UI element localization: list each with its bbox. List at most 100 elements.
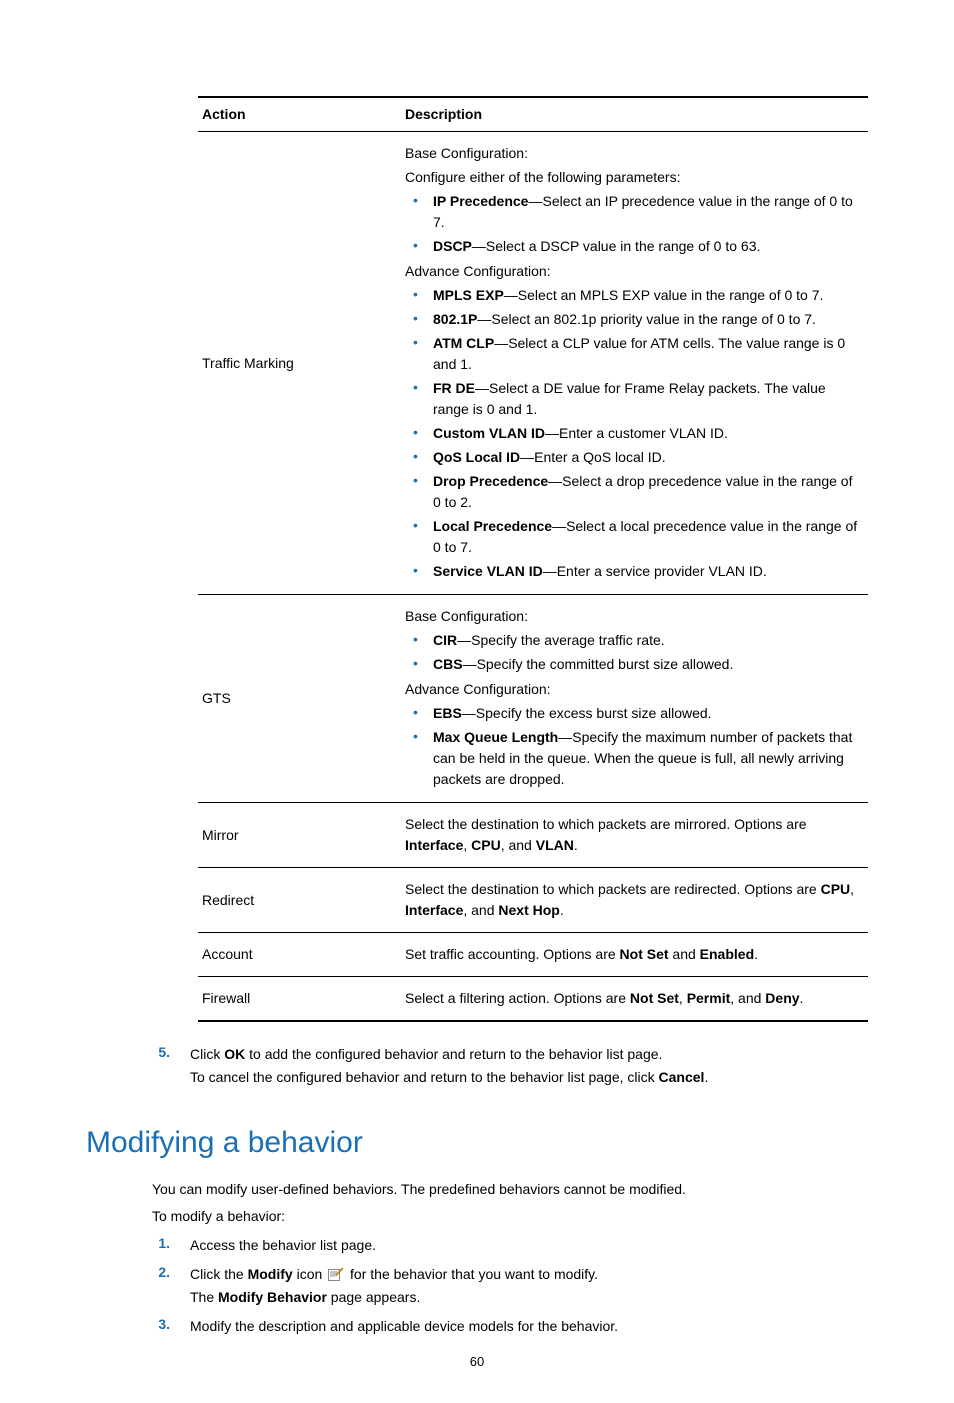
list-item: EBS—Specify the excess burst size allowe… bbox=[423, 703, 862, 724]
item-text: —Specify the excess burst size allowed. bbox=[462, 705, 712, 721]
section-heading: Modifying a behavior bbox=[86, 1120, 868, 1165]
action-redirect: Redirect bbox=[198, 868, 401, 933]
opt: Next Hop bbox=[498, 902, 559, 918]
gts-base-list: CIR—Specify the average traffic rate. CB… bbox=[405, 630, 862, 675]
text: for the behavior that you want to modify… bbox=[350, 1266, 598, 1282]
item-text: —Select a DSCP value in the range of 0 t… bbox=[472, 238, 760, 254]
action-account: Account bbox=[198, 933, 401, 977]
tm-base-label: Base Configuration: bbox=[405, 143, 862, 164]
text: The bbox=[190, 1289, 218, 1305]
col-header-description: Description bbox=[401, 97, 868, 132]
item-text: —Specify the committed burst size allowe… bbox=[463, 656, 734, 672]
text: to add the configured behavior and retur… bbox=[245, 1046, 662, 1062]
tm-base-intro: Configure either of the following parame… bbox=[405, 167, 862, 188]
step-num: 2. bbox=[152, 1262, 170, 1283]
modify-behavior-label: Modify Behavior bbox=[218, 1289, 327, 1305]
table-row: Redirect Select the destination to which… bbox=[198, 868, 868, 933]
text: . bbox=[560, 902, 564, 918]
text: , and bbox=[730, 990, 765, 1006]
text: Click bbox=[190, 1046, 224, 1062]
table-header-row: Action Description bbox=[198, 97, 868, 132]
list-item: 802.1P—Select an 802.1p priority value i… bbox=[423, 309, 862, 330]
item-name: MPLS EXP bbox=[433, 287, 504, 303]
item-name: ATM CLP bbox=[433, 335, 494, 351]
item-name: Custom VLAN ID bbox=[433, 425, 545, 441]
item-text: —Select an MPLS EXP value in the range o… bbox=[504, 287, 824, 303]
step-body: Click the Modify icon for the behavior t… bbox=[190, 1262, 598, 1310]
list-item: CIR—Specify the average traffic rate. bbox=[423, 630, 862, 651]
text: , bbox=[679, 990, 687, 1006]
desc-mirror: Select the destination to which packets … bbox=[401, 803, 868, 868]
opt: Permit bbox=[687, 990, 731, 1006]
redirect-text: Select the destination to which packets … bbox=[405, 879, 862, 921]
modify-label: Modify bbox=[248, 1266, 293, 1282]
step-body: Access the behavior list page. bbox=[190, 1233, 376, 1258]
item-name: CBS bbox=[433, 656, 463, 672]
action-mirror: Mirror bbox=[198, 803, 401, 868]
opt: Interface bbox=[405, 902, 463, 918]
item-name: EBS bbox=[433, 705, 462, 721]
item-name: Local Precedence bbox=[433, 518, 552, 534]
opt: CPU bbox=[471, 837, 501, 853]
item-text: —Select an 802.1p priority value in the … bbox=[477, 311, 816, 327]
list-item: Local Precedence—Select a local preceden… bbox=[423, 516, 862, 558]
text: . bbox=[574, 837, 578, 853]
list-item: QoS Local ID—Enter a QoS local ID. bbox=[423, 447, 862, 468]
text: , and bbox=[463, 902, 498, 918]
col-header-action: Action bbox=[198, 97, 401, 132]
opt: Not Set bbox=[630, 990, 679, 1006]
desc-redirect: Select the destination to which packets … bbox=[401, 868, 868, 933]
item-name: DSCP bbox=[433, 238, 472, 254]
list-item: MPLS EXP—Select an MPLS EXP value in the… bbox=[423, 285, 862, 306]
desc-account: Set traffic accounting. Options are Not … bbox=[401, 933, 868, 977]
text: , and bbox=[501, 837, 536, 853]
item-name: Max Queue Length bbox=[433, 729, 558, 745]
cancel-label: Cancel bbox=[659, 1069, 705, 1085]
list-item: FR DE—Select a DE value for Frame Relay … bbox=[423, 378, 862, 420]
opt: VLAN bbox=[536, 837, 574, 853]
tm-base-list: IP Precedence—Select an IP precedence va… bbox=[405, 191, 862, 257]
action-firewall: Firewall bbox=[198, 977, 401, 1022]
section-intro: You can modify user-defined behaviors. T… bbox=[152, 1179, 868, 1227]
item-text: —Enter a QoS local ID. bbox=[520, 449, 666, 465]
opt: CPU bbox=[821, 881, 851, 897]
table-row: Account Set traffic accounting. Options … bbox=[198, 933, 868, 977]
table-row: Firewall Select a filtering action. Opti… bbox=[198, 977, 868, 1022]
opt: Interface bbox=[405, 837, 463, 853]
opt: Deny bbox=[765, 990, 799, 1006]
mirror-text: Select the destination to which packets … bbox=[405, 814, 862, 856]
text: Select the destination to which packets … bbox=[405, 816, 807, 832]
text: , bbox=[850, 881, 854, 897]
tm-adv-list: MPLS EXP—Select an MPLS EXP value in the… bbox=[405, 285, 862, 582]
item-text: —Enter a customer VLAN ID. bbox=[545, 425, 728, 441]
table-row: Mirror Select the destination to which p… bbox=[198, 803, 868, 868]
modify-steps: 1. Access the behavior list page. 2. Cli… bbox=[152, 1233, 868, 1339]
page: Action Description Traffic Marking Base … bbox=[0, 0, 954, 1403]
text: Modify the description and applicable de… bbox=[190, 1316, 618, 1337]
section-p1: You can modify user-defined behaviors. T… bbox=[152, 1179, 868, 1200]
item-name: QoS Local ID bbox=[433, 449, 520, 465]
list-item: ATM CLP—Select a CLP value for ATM cells… bbox=[423, 333, 862, 375]
list-item: Service VLAN ID—Enter a service provider… bbox=[423, 561, 862, 582]
item-name: 802.1P bbox=[433, 311, 477, 327]
desc-firewall: Select a filtering action. Options are N… bbox=[401, 977, 868, 1022]
table-row: GTS Base Configuration: CIR—Specify the … bbox=[198, 595, 868, 803]
text: and bbox=[669, 946, 700, 962]
step-2: 2. Click the Modify icon for the behavio… bbox=[152, 1262, 868, 1310]
item-text: —Select a CLP value for ATM cells. The v… bbox=[433, 335, 845, 372]
list-item: DSCP—Select a DSCP value in the range of… bbox=[423, 236, 862, 257]
list-item: Custom VLAN ID—Enter a customer VLAN ID. bbox=[423, 423, 862, 444]
page-number: 60 bbox=[0, 1352, 954, 1372]
gts-adv-list: EBS—Specify the excess burst size allowe… bbox=[405, 703, 862, 790]
section-p2: To modify a behavior: bbox=[152, 1206, 868, 1227]
step-num: 1. bbox=[152, 1233, 170, 1254]
step-num: 5. bbox=[152, 1042, 170, 1063]
list-item: CBS—Specify the committed burst size all… bbox=[423, 654, 862, 675]
text: . bbox=[800, 990, 804, 1006]
modify-icon bbox=[328, 1267, 344, 1281]
item-name: Service VLAN ID bbox=[433, 563, 543, 579]
action-gts: GTS bbox=[198, 595, 401, 803]
firewall-text: Select a filtering action. Options are N… bbox=[405, 988, 862, 1009]
list-item: Drop Precedence—Select a drop precedence… bbox=[423, 471, 862, 513]
gts-adv-label: Advance Configuration: bbox=[405, 679, 862, 700]
